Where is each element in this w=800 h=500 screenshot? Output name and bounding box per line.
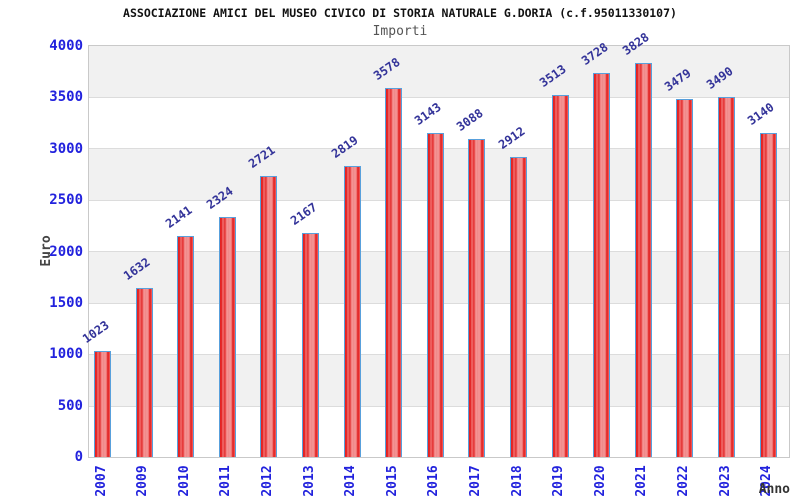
x-tick-label: 2016 (426, 465, 442, 497)
x-tick-label: 2019 (551, 465, 567, 497)
x-tick-label: 2014 (343, 465, 359, 497)
y-tick-label: 3000 (49, 140, 83, 157)
bar-value-label: 3088 (453, 105, 486, 134)
bar-value-label: 2912 (495, 123, 528, 152)
bar (218, 217, 236, 457)
bar-value-label: 3490 (703, 63, 736, 92)
bar (426, 133, 444, 457)
bar-value-label: 2324 (204, 183, 236, 212)
y-tick-label: 1000 (49, 346, 83, 363)
y-tick-label: 1500 (49, 294, 83, 311)
chart-title: ASSOCIAZIONE AMICI DEL MUSEO CIVICO DI S… (123, 6, 677, 20)
bar-value-label: 2141 (162, 202, 195, 231)
x-tick-label: 2022 (675, 465, 691, 497)
bar-value-label: 2819 (329, 132, 361, 161)
bar-value-label: 3513 (537, 61, 569, 90)
chart-subtitle: Importi (372, 24, 428, 39)
bar-value-label: 3479 (661, 65, 694, 94)
x-tick-label: 2011 (218, 465, 234, 497)
x-tick-label: 2012 (259, 465, 275, 497)
bar-value-label: 3578 (370, 54, 403, 83)
y-tick-label: 500 (57, 397, 83, 414)
bar (302, 233, 319, 457)
x-tick-label: 2020 (592, 465, 608, 497)
x-tick-label: 2010 (176, 465, 192, 497)
bar-value-label: 2167 (287, 199, 320, 228)
x-axis-title: Anno (758, 482, 790, 497)
bar (94, 351, 111, 457)
y-tick-label: 3500 (49, 89, 83, 106)
bar (510, 157, 527, 457)
x-tick-label: 2015 (384, 465, 400, 497)
x-tick-label: 2013 (301, 465, 317, 497)
y-tick-label: 2500 (49, 192, 83, 209)
bar-value-label: 3143 (412, 99, 444, 128)
bar-value-label: 2721 (245, 142, 278, 171)
bars-layer: 1023 1632 2141 2324 2721 2167 2819 3578 3143 3088… (79, 30, 789, 457)
bar (593, 73, 611, 457)
x-tick-label: 2009 (135, 465, 151, 497)
bar (468, 139, 486, 457)
bar (260, 176, 278, 457)
x-tick-label: 2017 (467, 465, 483, 497)
bar (177, 236, 195, 457)
x-tick-label: 2023 (717, 465, 733, 497)
x-tick-label: 2021 (634, 465, 650, 497)
bar (634, 63, 652, 457)
y-tick-label: 2000 (49, 243, 83, 260)
bar (343, 166, 361, 457)
x-tick-label: 2007 (93, 465, 109, 497)
bar (759, 133, 777, 457)
bar-value-label: 3728 (578, 39, 611, 68)
x-tick-label: 2018 (509, 465, 525, 497)
y-tick-label: 4000 (49, 38, 83, 54)
bar-value-label: 3140 (745, 99, 777, 128)
bar (718, 97, 735, 457)
y-tick-label: 0 (74, 449, 83, 465)
grid-band (89, 46, 789, 98)
y-axis-title: Euro (39, 235, 54, 267)
bar (551, 95, 569, 457)
plot-area: 1023 1632 2141 2324 2721 2167 2819 3578 3143 3088… (79, 30, 790, 458)
bar-value-label: 1632 (121, 254, 153, 283)
bar (385, 88, 403, 457)
bar (676, 99, 694, 457)
bar (135, 288, 153, 457)
bar-value-label: 1023 (79, 317, 112, 346)
